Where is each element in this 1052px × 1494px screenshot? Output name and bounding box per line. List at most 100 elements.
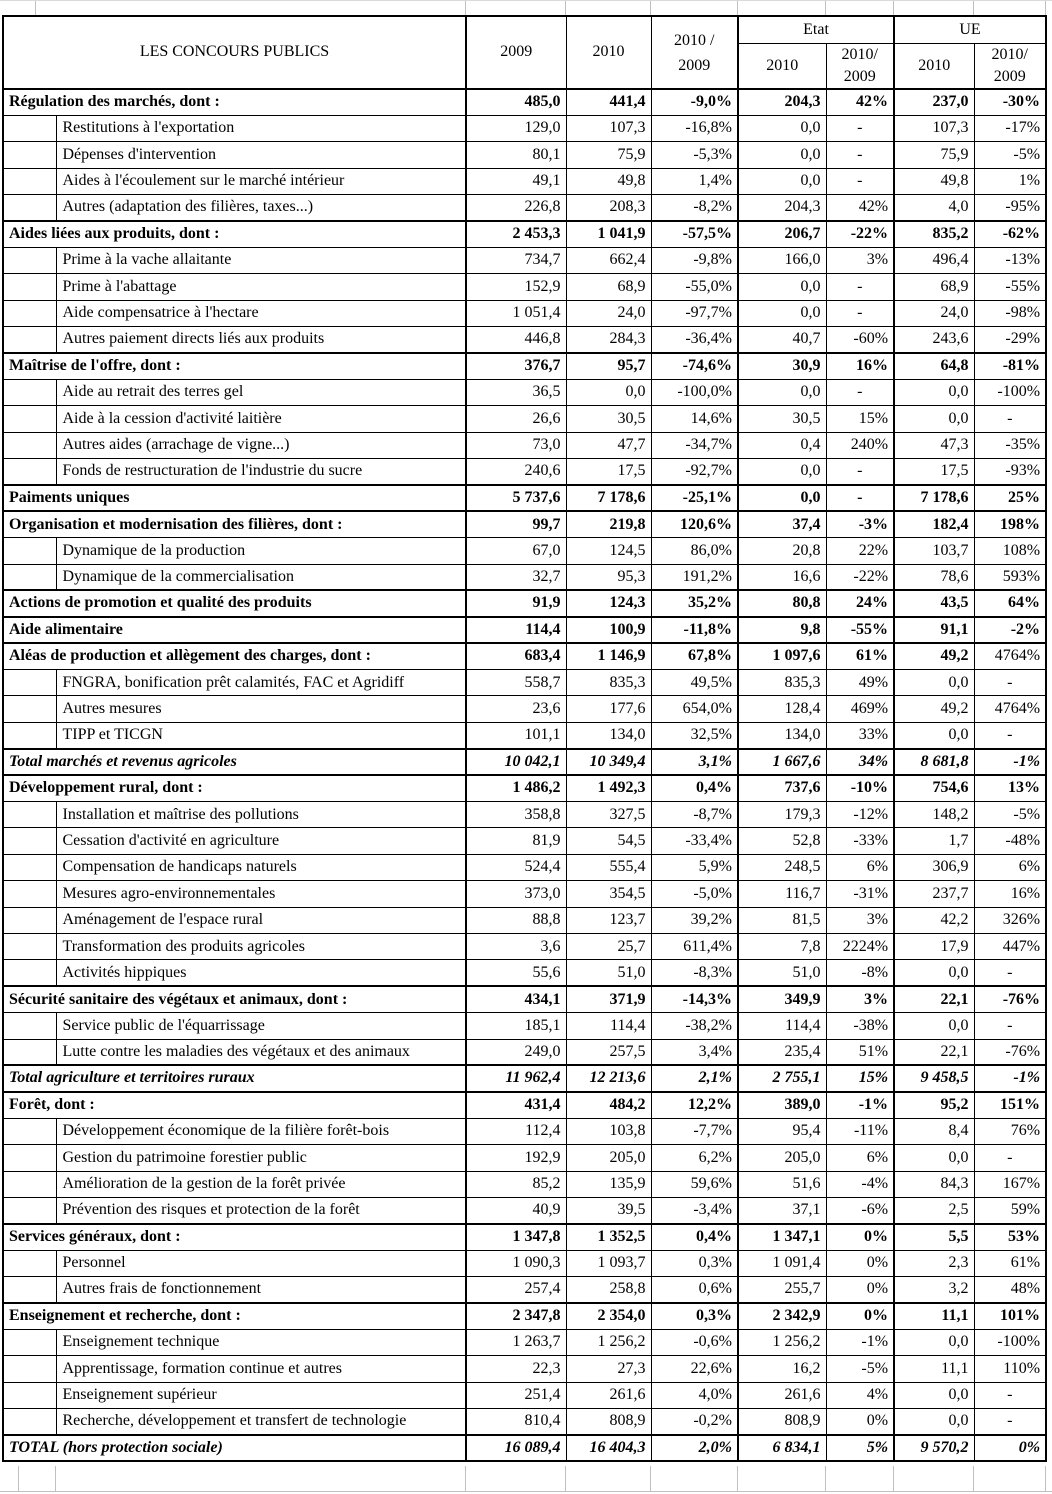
cell-ratio[interactable]: 191,2% <box>650 563 738 591</box>
cell-etat-ratio[interactable]: 0% <box>825 1249 895 1277</box>
cell-ue-ratio[interactable]: -55% <box>973 273 1047 301</box>
cell-2009[interactable]: 1 263,7 <box>465 1328 566 1356</box>
row-label[interactable]: Aide à la cession d'activité laitière <box>56 405 466 433</box>
row-label[interactable]: Service public de l'équarrissage <box>56 1012 466 1040</box>
cell-etat-2010[interactable]: 20,8 <box>737 537 826 565</box>
row-label[interactable]: Installation et maîtrise des pollutions <box>56 801 466 828</box>
cell-2009[interactable]: 36,5 <box>465 378 566 406</box>
cell-etat-2010[interactable]: 389,0 <box>737 1090 826 1119</box>
cell-ue-2010[interactable]: 95,2 <box>893 1090 975 1119</box>
cell-etat-ratio[interactable]: -6% <box>825 1196 895 1224</box>
cell-2010[interactable]: 327,5 <box>565 801 651 828</box>
cell-ue-ratio[interactable]: - <box>973 1408 1047 1435</box>
cell-2010[interactable]: 258,8 <box>565 1276 651 1303</box>
cell-ue-ratio[interactable]: -5% <box>973 801 1047 828</box>
cell-2010[interactable]: 95,7 <box>565 351 651 380</box>
cell-etat-2010[interactable]: 248,5 <box>737 853 826 881</box>
cell-etat-2010[interactable]: 37,4 <box>737 510 826 538</box>
cell-ue-ratio[interactable]: 326% <box>973 906 1047 934</box>
cell-etat-ratio[interactable]: 15% <box>825 1064 895 1092</box>
cell-ratio[interactable]: -16,8% <box>650 114 738 142</box>
cell-ratio[interactable]: 3,1% <box>650 747 738 776</box>
row-label[interactable]: Dépenses d'intervention <box>56 141 466 169</box>
cell-2009[interactable]: 185,1 <box>465 1012 566 1040</box>
cell-ue-2010[interactable]: 0,0 <box>893 405 975 433</box>
cell-ue-ratio[interactable]: - <box>973 959 1047 987</box>
header-2010[interactable]: 2010 <box>565 16 651 89</box>
cell-etat-ratio[interactable]: 42% <box>825 87 895 116</box>
row-label[interactable]: Autres frais de fonctionnement <box>56 1276 466 1303</box>
cell-2009[interactable]: 85,2 <box>465 1170 566 1198</box>
cell-2009[interactable]: 11 962,4 <box>465 1064 566 1092</box>
indent-cell[interactable] <box>3 457 57 485</box>
indent-cell[interactable] <box>3 194 57 221</box>
cell-ue-ratio[interactable]: 198% <box>973 510 1047 538</box>
cell-ratio[interactable]: -14,3% <box>650 985 738 1013</box>
row-label[interactable]: Personnel <box>56 1249 466 1277</box>
cell-ue-2010[interactable]: 107,3 <box>893 114 975 142</box>
cell-2009[interactable]: 112,4 <box>465 1117 566 1145</box>
cell-ue-ratio[interactable]: - <box>973 1144 1047 1172</box>
cell-2010[interactable]: 835,3 <box>565 669 651 696</box>
cell-2009[interactable]: 22,3 <box>465 1355 566 1383</box>
cell-2010[interactable]: 12 213,6 <box>565 1064 651 1092</box>
cell-2010[interactable]: 0,0 <box>565 378 651 406</box>
cell-2009[interactable]: 240,6 <box>465 457 566 485</box>
cell-2009[interactable]: 91,9 <box>465 589 566 617</box>
cell-2009[interactable]: 80,1 <box>465 141 566 169</box>
cell-etat-2010[interactable]: 349,9 <box>737 985 826 1013</box>
cell-ue-ratio[interactable]: -5% <box>973 141 1047 169</box>
indent-cell[interactable] <box>3 167 57 195</box>
indent-cell[interactable] <box>3 906 57 934</box>
cell-etat-2010[interactable]: 0,0 <box>737 299 826 327</box>
cell-etat-ratio[interactable]: -22% <box>825 219 895 248</box>
indent-cell[interactable] <box>3 721 57 749</box>
indent-cell[interactable] <box>3 827 57 855</box>
cell-2010[interactable]: 124,3 <box>565 589 651 617</box>
cell-ratio[interactable]: -3,4% <box>650 1196 738 1224</box>
cell-ue-2010[interactable]: 103,7 <box>893 537 975 565</box>
indent-cell[interactable] <box>3 1144 57 1172</box>
cell-2009[interactable]: 32,7 <box>465 563 566 591</box>
cell-ue-ratio[interactable]: 76% <box>973 1117 1047 1145</box>
indent-cell[interactable] <box>3 299 57 327</box>
indent-cell[interactable] <box>3 273 57 301</box>
cell-ratio[interactable]: 2,0% <box>650 1433 738 1462</box>
cell-2009[interactable]: 10 042,1 <box>465 747 566 776</box>
cell-etat-ratio[interactable]: 15% <box>825 405 895 433</box>
cell-ue-2010[interactable]: 91,1 <box>893 615 975 644</box>
cell-ratio[interactable]: 5,9% <box>650 853 738 881</box>
cell-ue-2010[interactable]: 0,0 <box>893 1381 975 1409</box>
row-label[interactable]: Mesures agro-environnementales <box>56 880 466 908</box>
cell-ue-2010[interactable]: 11,1 <box>893 1301 975 1330</box>
cell-ue-ratio[interactable]: 447% <box>973 932 1047 960</box>
cell-ue-ratio[interactable]: -98% <box>973 299 1047 327</box>
cell-etat-ratio[interactable]: 42% <box>825 194 895 221</box>
cell-2010[interactable]: 49,8 <box>565 167 651 195</box>
cell-2009[interactable]: 1 486,2 <box>465 774 566 802</box>
cell-2009[interactable]: 67,0 <box>465 537 566 565</box>
cell-2009[interactable]: 358,8 <box>465 801 566 828</box>
cell-ratio[interactable]: 49,5% <box>650 669 738 696</box>
cell-2010[interactable]: 30,5 <box>565 405 651 433</box>
indent-cell[interactable] <box>3 1328 57 1356</box>
cell-2010[interactable]: 371,9 <box>565 985 651 1013</box>
cell-etat-2010[interactable]: 206,7 <box>737 219 826 248</box>
cell-2009[interactable]: 376,7 <box>465 351 566 380</box>
indent-cell[interactable] <box>3 246 57 274</box>
row-label[interactable]: Dynamique de la production <box>56 537 466 565</box>
row-label[interactable]: Sécurité sanitaire des végétaux et anima… <box>3 985 466 1013</box>
cell-etat-2010[interactable]: 128,4 <box>737 695 826 723</box>
cell-ratio[interactable]: 59,6% <box>650 1170 738 1198</box>
row-label[interactable]: Aides à l'écoulement sur le marché intér… <box>56 167 466 195</box>
row-label[interactable]: Enseignement technique <box>56 1328 466 1356</box>
cell-etat-2010[interactable]: 737,6 <box>737 774 826 802</box>
cell-etat-ratio[interactable]: - <box>825 299 895 327</box>
indent-cell[interactable] <box>3 1355 57 1383</box>
cell-ue-2010[interactable]: 237,0 <box>893 87 975 116</box>
cell-2009[interactable]: 2 347,8 <box>465 1301 566 1330</box>
cell-etat-ratio[interactable]: -10% <box>825 774 895 802</box>
cell-ue-2010[interactable]: 0,0 <box>893 669 975 696</box>
cell-etat-ratio[interactable]: -31% <box>825 880 895 908</box>
indent-cell[interactable] <box>3 537 57 565</box>
